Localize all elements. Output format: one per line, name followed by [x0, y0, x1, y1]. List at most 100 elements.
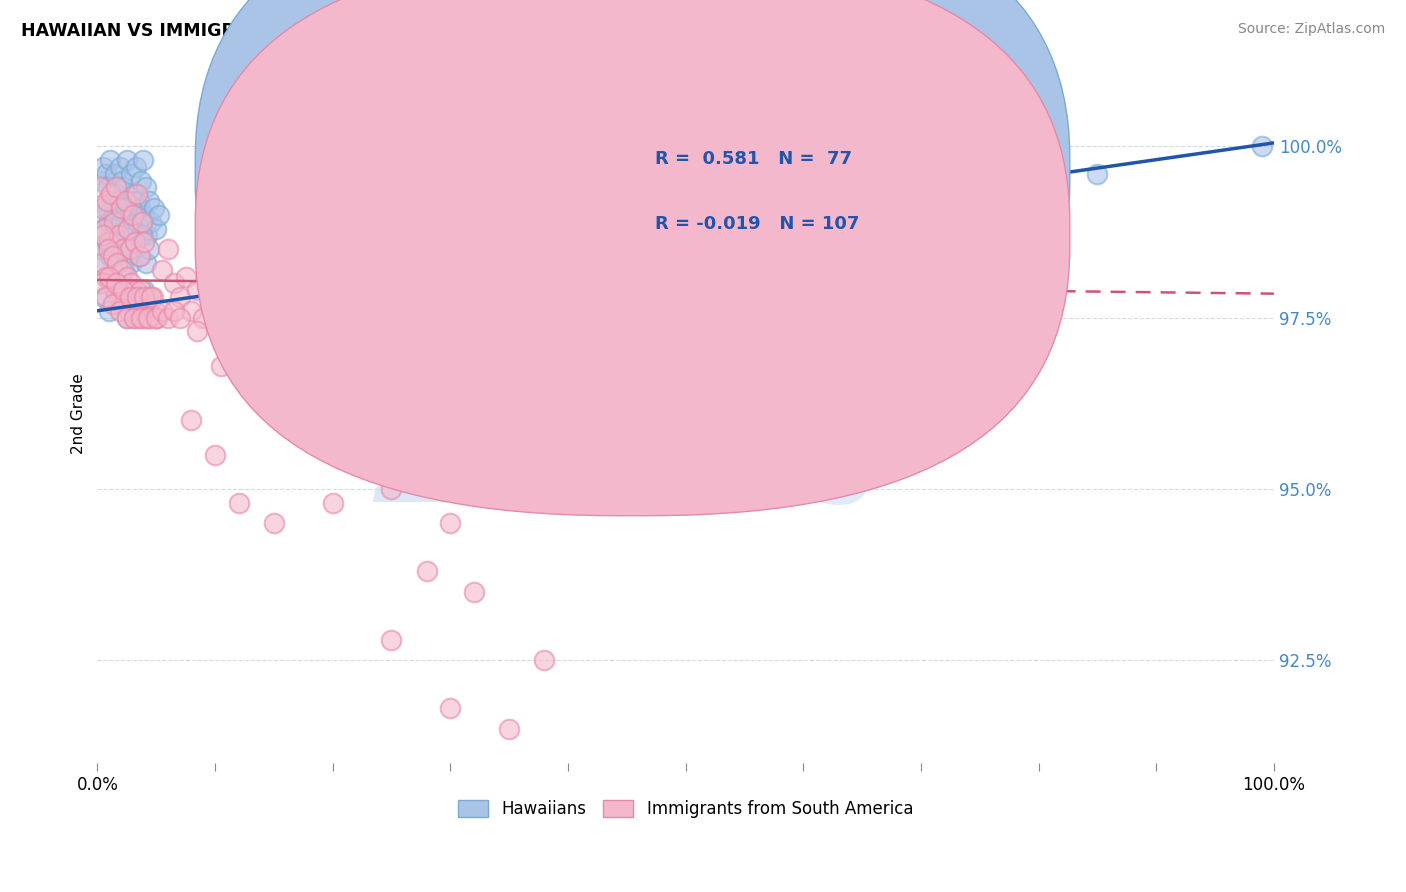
Point — [124, 235, 146, 250]
Point — [101, 297, 124, 311]
Point — [380, 345, 402, 359]
Point — [135, 256, 157, 270]
Point — [193, 310, 215, 325]
Point — [101, 249, 124, 263]
Point — [204, 448, 226, 462]
Point — [117, 242, 139, 256]
Point — [1087, 167, 1109, 181]
Point — [91, 256, 114, 270]
Point — [322, 427, 344, 442]
Point — [128, 194, 150, 208]
Point — [94, 269, 117, 284]
Point — [98, 249, 121, 263]
Point — [128, 249, 150, 263]
Point — [180, 303, 202, 318]
Point — [128, 249, 150, 263]
Point — [150, 303, 173, 318]
Point — [228, 242, 250, 256]
Text: ZIP: ZIP — [375, 412, 592, 527]
Point — [125, 283, 148, 297]
Point — [136, 290, 159, 304]
Point — [112, 262, 135, 277]
Point — [112, 180, 135, 194]
Point — [204, 303, 226, 318]
Point — [146, 310, 169, 325]
Point — [125, 160, 148, 174]
Point — [122, 187, 145, 202]
Point — [439, 448, 461, 462]
Point — [117, 221, 139, 235]
Point — [150, 262, 173, 277]
Point — [498, 722, 520, 736]
Point — [98, 153, 121, 167]
Point — [274, 400, 297, 414]
Point — [733, 187, 755, 202]
Point — [112, 283, 135, 297]
Point — [135, 310, 157, 325]
Point — [1251, 139, 1274, 153]
Point — [112, 297, 135, 311]
Point — [104, 167, 127, 181]
Point — [94, 290, 117, 304]
Point — [101, 194, 124, 208]
Point — [121, 167, 143, 181]
Point — [93, 221, 115, 235]
Text: R = -0.019   N = 107: R = -0.019 N = 107 — [655, 215, 859, 233]
Point — [557, 482, 579, 496]
Point — [96, 201, 118, 215]
Point — [228, 277, 250, 291]
Point — [110, 215, 132, 229]
Point — [180, 413, 202, 427]
Y-axis label: 2nd Grade: 2nd Grade — [72, 373, 86, 454]
Point — [145, 310, 167, 325]
Point — [98, 277, 121, 291]
Point — [100, 228, 122, 243]
Point — [129, 283, 152, 297]
Point — [135, 228, 157, 243]
Point — [169, 290, 191, 304]
Point — [103, 208, 125, 222]
Point — [105, 180, 128, 194]
Point — [228, 496, 250, 510]
Point — [557, 448, 579, 462]
Point — [128, 201, 150, 215]
Point — [616, 331, 638, 345]
Text: Source: ZipAtlas.com: Source: ZipAtlas.com — [1237, 22, 1385, 37]
Point — [127, 215, 149, 229]
Point — [120, 208, 142, 222]
Point — [108, 160, 131, 174]
Point — [97, 242, 120, 256]
Point — [132, 153, 155, 167]
Point — [91, 201, 114, 215]
Point — [163, 277, 186, 291]
Point — [186, 283, 208, 297]
Point — [131, 228, 153, 243]
Point — [96, 235, 118, 250]
Point — [142, 290, 165, 304]
Point — [121, 208, 143, 222]
Point — [124, 235, 146, 250]
Point — [186, 324, 208, 338]
Point — [93, 290, 115, 304]
Text: R =  0.581   N =  77: R = 0.581 N = 77 — [655, 150, 852, 169]
Point — [134, 290, 156, 304]
Point — [131, 221, 153, 235]
Point — [90, 173, 112, 187]
Point — [142, 201, 165, 215]
Point — [136, 310, 159, 325]
Text: atlas: atlas — [592, 412, 876, 526]
Point — [89, 242, 111, 256]
Point — [139, 310, 162, 325]
Point — [131, 215, 153, 229]
Point — [134, 208, 156, 222]
Point — [156, 242, 179, 256]
Point — [139, 297, 162, 311]
Point — [145, 221, 167, 235]
Point — [141, 290, 163, 304]
Point — [110, 297, 132, 311]
Point — [118, 201, 141, 215]
Point — [127, 187, 149, 202]
Point — [91, 208, 114, 222]
Point — [439, 701, 461, 715]
Legend: Hawaiians, Immigrants from South America: Hawaiians, Immigrants from South America — [451, 793, 920, 825]
